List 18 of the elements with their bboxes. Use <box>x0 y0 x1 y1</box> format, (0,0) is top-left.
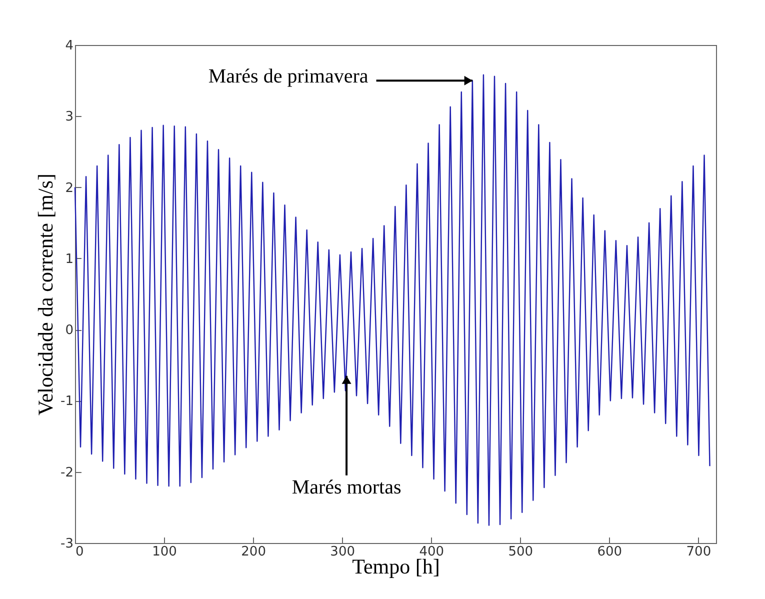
y-tick-label: 4 <box>65 38 74 54</box>
y-tick-label: -2 <box>60 465 74 480</box>
annotation: Marés de primavera <box>208 66 368 88</box>
x-tick-label: 200 <box>241 544 266 560</box>
x-tick-label: 100 <box>152 544 177 560</box>
x-tick-label: 700 <box>686 544 712 560</box>
y-tick-label: -1 <box>60 394 74 410</box>
x-tick-label: 300 <box>330 544 355 560</box>
x-tick-label: 500 <box>508 544 534 560</box>
y-tick-label: 3 <box>65 110 74 125</box>
y-tick-label: 0 <box>65 323 74 338</box>
y-tick-label: 2 <box>65 180 74 196</box>
annotation: Marés mortas <box>292 476 402 498</box>
y-tick-label: 1 <box>65 252 74 267</box>
y-axis-title: Velocidade da corrente [m/s] <box>34 174 58 416</box>
x-tick-label: 600 <box>597 544 622 560</box>
x-tick-label: 0 <box>76 544 84 560</box>
y-tick-label: -3 <box>60 536 74 552</box>
